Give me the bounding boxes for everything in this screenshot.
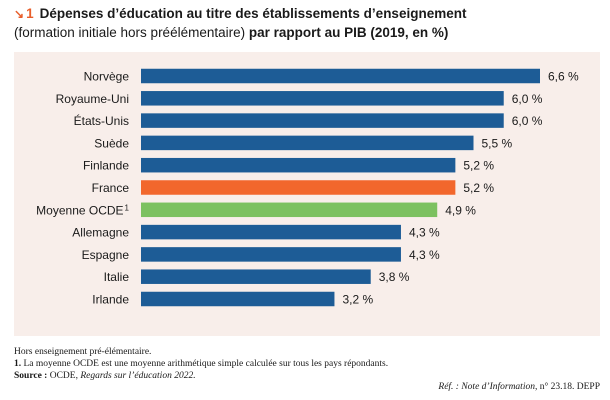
source-label: Source : (14, 371, 48, 381)
source-title: Regards sur l’éducation 2022. (80, 371, 196, 381)
figure-header: ↘ 1 Dépenses d’éducation au titre des étab… (14, 5, 604, 43)
bar (141, 269, 371, 284)
value-label: 4,3 % (409, 226, 440, 240)
value-label: 5,2 % (463, 159, 494, 173)
bar (141, 113, 504, 128)
chart-panel: Norvège 6,6 % Royaume-Uni 6,0 % États-Unis 6,… (14, 52, 600, 336)
value-label: 3,2 % (342, 293, 373, 307)
value-label: 6,6 % (548, 70, 579, 84)
bar (141, 247, 401, 262)
bar (141, 135, 474, 151)
note-1-number: 1. (14, 359, 22, 369)
bar (141, 224, 401, 240)
bar (141, 157, 456, 173)
note-scope: Hors enseignement pré-élémentaire. (14, 347, 152, 357)
category-note-marker: 1 (125, 203, 130, 212)
value-label: 4,9 % (445, 203, 476, 217)
figure-notes: Hors enseignement pré-élémentaire. 1. La… (14, 346, 604, 382)
category-label: Moyenne OCDE1 (36, 203, 129, 217)
category-label: Italie (104, 270, 130, 284)
category-label: États-Unis (74, 113, 129, 128)
value-label: 6,0 % (512, 114, 543, 128)
category-label: France (92, 181, 130, 195)
source-line: Source : OCDE, Regards sur l’éducation 2… (14, 370, 604, 382)
figure-number: 1 (26, 6, 34, 21)
value-label: 5,2 % (463, 181, 494, 195)
arrow-down-right-icon: ↘ (14, 7, 25, 21)
bar (141, 68, 540, 84)
category-label: Irlande (92, 293, 129, 307)
source-text: OCDE, (47, 371, 81, 381)
value-label: 6,0 % (512, 92, 543, 106)
ref-publication: Note d’Information (461, 382, 535, 392)
figure-subtitle-normal: (formation initiale hors préélémentaire) (14, 25, 246, 40)
bar (141, 180, 456, 195)
value-label: 3,8 % (379, 270, 410, 284)
category-label: Royaume-Uni (56, 92, 129, 106)
ref-label: Réf. : (438, 382, 459, 392)
reference: Réf. : Note d’Information, n° 23.18. DEP… (438, 382, 600, 392)
figure-subtitle: (formation initiale hors préélémentaire)… (14, 23, 604, 43)
figure-title: Dépenses d’éducation au titre des établi… (39, 6, 467, 21)
value-label: 4,3 % (409, 248, 440, 262)
figure-title-line: ↘ 1 Dépenses d’éducation au titre des étab… (14, 5, 604, 23)
bar (141, 291, 335, 307)
note-1: 1. La moyenne OCDE est une moyenne arith… (14, 358, 604, 370)
bar (141, 91, 504, 106)
note-1-text: La moyenne OCDE est une moyenne arithmét… (21, 359, 389, 369)
value-label: 5,5 % (482, 136, 513, 150)
bar-chart: Norvège 6,6 % Royaume-Uni 6,0 % États-Unis 6,… (36, 68, 579, 307)
category-label: Allemagne (72, 226, 129, 240)
bar (141, 202, 438, 218)
category-label: Finlande (83, 159, 129, 173)
figure-subtitle-bold: par rapport au PIB (2019, en %) (248, 25, 449, 40)
ref-rest: , n° 23.18. DEPP (534, 382, 600, 392)
category-label: Norvège (84, 70, 130, 84)
category-label: Suède (94, 136, 129, 150)
category-label: Espagne (82, 248, 130, 262)
